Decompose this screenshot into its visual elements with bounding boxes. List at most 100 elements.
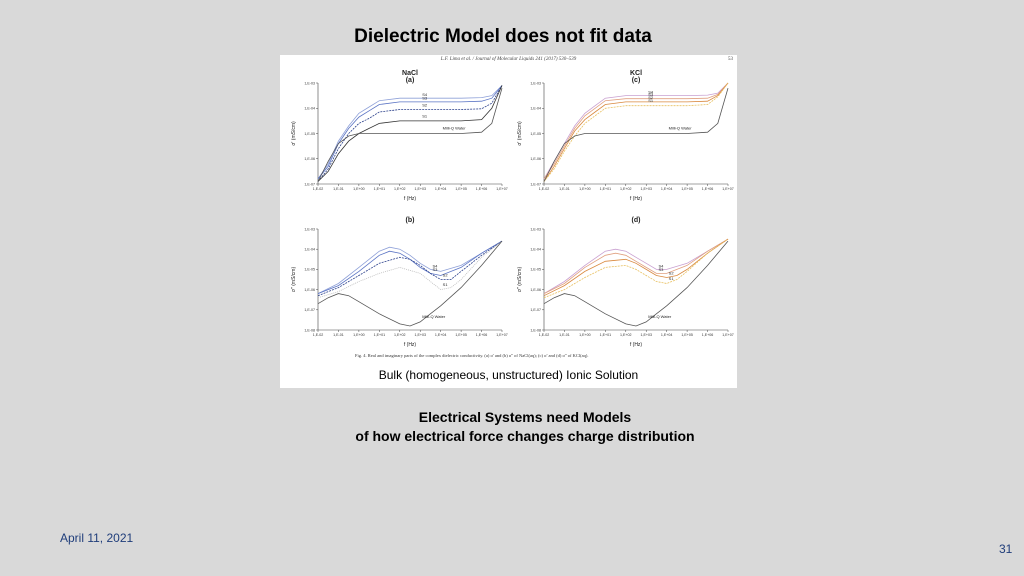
x-tick-label: 1,E+05 bbox=[455, 333, 467, 337]
x-tick-label: 1,E-02 bbox=[313, 187, 324, 191]
series-label: S3 bbox=[648, 92, 654, 97]
chart-title: KCl bbox=[630, 70, 642, 77]
x-tick-label: 1,E+02 bbox=[394, 187, 406, 191]
y-tick-label: 1,E-05 bbox=[304, 132, 315, 136]
series-line bbox=[317, 85, 503, 182]
x-tick-label: 1,E+00 bbox=[353, 187, 365, 191]
series-label: S3 bbox=[432, 267, 438, 272]
x-tick-label: 1,E+07 bbox=[496, 187, 508, 191]
y-tick-label: 1,E-03 bbox=[304, 81, 315, 85]
chart-svg: 1,E-02 1,E-01 1,E+00 1,E+01 1,E+02 1,E+03 1,E+… bbox=[291, 217, 508, 348]
y-tick-label: 1,E-06 bbox=[530, 157, 541, 161]
x-tick-label: 1,E+05 bbox=[681, 333, 693, 337]
series-label: S4 bbox=[648, 90, 654, 95]
x-tick-label: 1,E+06 bbox=[702, 187, 714, 191]
series-label: S1 bbox=[648, 98, 654, 103]
x-tick-label: 1,E+04 bbox=[435, 333, 447, 337]
chart-panel-a: 1,E-02 1,E-01 1,E+00 1,E+01 1,E+02 1,E+03 1,E+… bbox=[288, 67, 508, 202]
y-tick-label: 1,E-06 bbox=[304, 288, 315, 292]
x-tick-label: 1,E+05 bbox=[681, 187, 693, 191]
x-tick-label: 1,E+02 bbox=[394, 333, 406, 337]
y-tick-label: 1,E-08 bbox=[304, 328, 315, 332]
x-tick-label: 1,E+06 bbox=[476, 333, 488, 337]
y-tick-label: 1,E-08 bbox=[530, 328, 541, 332]
y-tick-label: 1,E-06 bbox=[530, 288, 541, 292]
x-tick-label: 1,E+03 bbox=[640, 333, 652, 337]
y-tick-label: 1,E-07 bbox=[530, 308, 541, 312]
y-axis-label: σ'' (mS/cm) bbox=[517, 267, 523, 293]
chart-svg: 1,E-02 1,E-01 1,E+00 1,E+01 1,E+02 1,E+03 1,E+… bbox=[517, 70, 734, 202]
x-tick-label: 1,E-01 bbox=[333, 333, 344, 337]
panel-label: (b) bbox=[406, 217, 415, 224]
series-label: S3 bbox=[658, 267, 664, 272]
x-tick-label: 1,E+07 bbox=[496, 333, 508, 337]
chart-svg: 1,E-02 1,E-01 1,E+00 1,E+01 1,E+02 1,E+03 1,E+… bbox=[291, 70, 508, 202]
series-line bbox=[317, 240, 503, 294]
x-axis-label: f (Hz) bbox=[630, 196, 643, 202]
y-tick-label: 1,E-04 bbox=[530, 248, 541, 252]
y-tick-label: 1,E-05 bbox=[530, 268, 541, 272]
x-tick-label: 1,E+00 bbox=[579, 187, 591, 191]
x-tick-label: 1,E+05 bbox=[455, 187, 467, 191]
series-line bbox=[543, 240, 729, 327]
journal-page-number: 53 bbox=[728, 57, 733, 62]
series-line bbox=[543, 82, 729, 180]
x-tick-label: 1,E+01 bbox=[600, 187, 612, 191]
series-line bbox=[543, 238, 729, 299]
y-tick-label: 1,E-06 bbox=[304, 157, 315, 161]
x-tick-label: 1,E+03 bbox=[640, 187, 652, 191]
statement-line-2: of how electrical force changes charge d… bbox=[355, 428, 695, 444]
chart-panel-d: 1,E-02 1,E-01 1,E+00 1,E+01 1,E+02 1,E+03 1,E+… bbox=[514, 213, 734, 348]
x-tick-label: 1,E+01 bbox=[600, 333, 612, 337]
y-tick-label: 1,E-04 bbox=[304, 107, 315, 111]
series-line bbox=[543, 238, 729, 297]
journal-header: L.F. Lima et al. / Journal of Molecular … bbox=[440, 57, 577, 62]
series-label: S2 bbox=[422, 103, 428, 108]
series-line bbox=[317, 240, 503, 299]
y-tick-label: 1,E-03 bbox=[304, 227, 315, 231]
series-label: S1 bbox=[422, 113, 428, 118]
x-tick-label: 1,E-01 bbox=[559, 333, 570, 337]
x-tick-label: 1,E+07 bbox=[722, 187, 734, 191]
panel-label: (c) bbox=[632, 77, 641, 84]
x-tick-label: 1,E+03 bbox=[414, 333, 426, 337]
x-tick-label: 1,E-01 bbox=[559, 187, 570, 191]
series-line bbox=[317, 87, 503, 182]
x-tick-label: 1,E+04 bbox=[661, 187, 673, 191]
figure-caption: Fig. 4. Real and imaginary parts of the … bbox=[355, 353, 589, 358]
y-tick-label: 1,E-07 bbox=[304, 308, 315, 312]
series-label: S2 bbox=[669, 270, 675, 275]
series-label: Milli-Q Water bbox=[669, 126, 693, 131]
panel-label: (d) bbox=[632, 217, 641, 224]
series-label: S4 bbox=[658, 263, 664, 268]
x-tick-label: 1,E+00 bbox=[353, 333, 365, 337]
series-label: S4 bbox=[432, 263, 438, 268]
x-tick-label: 1,E+02 bbox=[620, 187, 632, 191]
x-tick-label: 1,E+07 bbox=[722, 333, 734, 337]
y-tick-label: 1,E-04 bbox=[530, 107, 541, 111]
series-line bbox=[543, 87, 729, 182]
y-tick-label: 1,E-03 bbox=[530, 227, 541, 231]
chart-svg: 1,E-02 1,E-01 1,E+00 1,E+01 1,E+02 1,E+03 1,E+… bbox=[517, 217, 734, 348]
x-tick-label: 1,E+04 bbox=[661, 333, 673, 337]
series-line bbox=[317, 240, 503, 294]
series-label: S1 bbox=[669, 276, 675, 281]
series-line bbox=[543, 238, 729, 294]
series-line bbox=[543, 82, 729, 182]
y-axis-label: σ' (mS/cm) bbox=[291, 121, 297, 146]
x-axis-label: f (Hz) bbox=[404, 342, 417, 348]
slide-title: Dielectric Model does not fit data bbox=[354, 26, 652, 47]
panel-label: (a) bbox=[406, 77, 415, 84]
y-tick-label: 1,E-05 bbox=[530, 132, 541, 136]
x-tick-label: 1,E+00 bbox=[579, 333, 591, 337]
series-line bbox=[543, 238, 729, 294]
x-tick-label: 1,E-02 bbox=[313, 333, 324, 337]
series-line bbox=[317, 240, 503, 327]
series-line bbox=[543, 82, 729, 182]
series-line bbox=[317, 85, 503, 180]
slide-date: April 11, 2021 bbox=[60, 531, 134, 545]
x-tick-label: 1,E+02 bbox=[620, 333, 632, 337]
x-tick-label: 1,E+03 bbox=[414, 187, 426, 191]
series-line bbox=[317, 240, 503, 297]
statement-line-1: Electrical Systems need Models bbox=[418, 409, 632, 425]
